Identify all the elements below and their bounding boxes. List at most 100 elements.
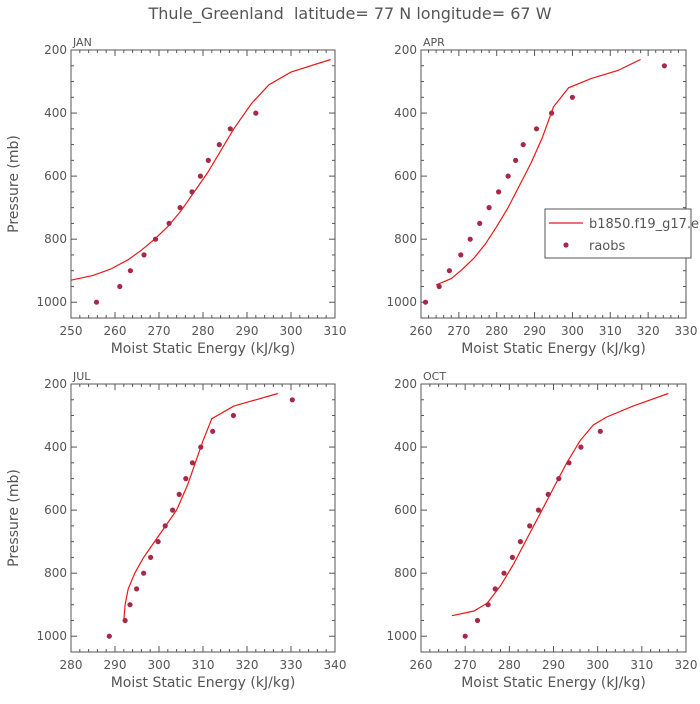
x-axis-title: Moist Static Energy (kJ/kg) bbox=[461, 675, 646, 691]
obs-point bbox=[127, 602, 133, 608]
obs-point bbox=[422, 299, 429, 305]
obs-point bbox=[501, 570, 507, 576]
y-tick-label: 200 bbox=[394, 377, 417, 391]
y-tick-label: 200 bbox=[394, 43, 417, 57]
x-tick-label: 310 bbox=[630, 658, 653, 672]
y-axis-title: Pressure (mb) bbox=[6, 135, 22, 233]
obs-point bbox=[289, 397, 295, 403]
y-tick-label: 1000 bbox=[36, 629, 67, 643]
x-tick-label: 270 bbox=[454, 658, 477, 672]
model-line bbox=[435, 58, 641, 286]
obs-point bbox=[661, 63, 668, 69]
obs-point bbox=[505, 173, 511, 179]
obs-point bbox=[533, 126, 540, 132]
y-tick-label: 1000 bbox=[386, 295, 417, 309]
obs-point bbox=[216, 142, 222, 148]
obs-point bbox=[122, 617, 128, 624]
x-tick-label: 300 bbox=[561, 324, 584, 338]
x-tick-label: 280 bbox=[485, 324, 508, 338]
obs-point bbox=[189, 189, 195, 195]
obs-point bbox=[177, 205, 183, 211]
y-tick-label: 800 bbox=[44, 566, 67, 580]
x-tick-label: 320 bbox=[675, 658, 698, 672]
obs-point bbox=[197, 173, 203, 179]
obs-point bbox=[467, 236, 473, 242]
panel-label: APR bbox=[423, 36, 445, 49]
obs-point bbox=[513, 157, 519, 163]
obs-point bbox=[569, 94, 576, 100]
x-tick-label: 320 bbox=[637, 324, 660, 338]
x-tick-label: 290 bbox=[236, 324, 259, 338]
obs-point bbox=[486, 205, 492, 211]
x-tick-label: 290 bbox=[523, 324, 546, 338]
obs-point bbox=[477, 220, 483, 226]
x-tick-label: 290 bbox=[104, 658, 127, 672]
panel-label: OCT bbox=[423, 370, 446, 383]
x-axis-title: Moist Static Energy (kJ/kg) bbox=[111, 675, 296, 691]
figure-title: Thule_Greenland latitude= 77 N longitude… bbox=[147, 4, 551, 24]
obs-point bbox=[492, 586, 498, 592]
x-axis-title: Moist Static Energy (kJ/kg) bbox=[111, 341, 296, 357]
obs-point bbox=[566, 460, 572, 466]
obs-point bbox=[474, 617, 481, 624]
obs-point bbox=[227, 126, 233, 132]
obs-point bbox=[509, 554, 515, 561]
panel-jan: JAN 250 260 270 280 290 300 310 200 400 600 800 1000… bbox=[6, 36, 346, 357]
model-line bbox=[451, 392, 669, 617]
obs-point bbox=[152, 236, 159, 242]
obs-point bbox=[230, 412, 236, 419]
y-tick-label: 400 bbox=[44, 440, 67, 454]
x-tick-label: 280 bbox=[192, 324, 215, 338]
plot-frame bbox=[70, 383, 336, 653]
obs-point bbox=[485, 602, 491, 608]
obs-point bbox=[549, 110, 555, 116]
x-tick-label: 300 bbox=[280, 324, 303, 338]
y-tick-label: 600 bbox=[44, 169, 67, 183]
obs-point bbox=[520, 142, 526, 148]
legend-obs-label: raobs bbox=[589, 239, 626, 254]
x-tick-label: 260 bbox=[410, 324, 433, 338]
model-line bbox=[71, 58, 331, 281]
obs-point bbox=[535, 507, 542, 513]
x-tick-label: 330 bbox=[675, 324, 698, 338]
obs-point bbox=[556, 476, 562, 482]
y-tick-label: 400 bbox=[394, 440, 417, 454]
x-tick-label: 280 bbox=[60, 658, 83, 672]
panel-oct: OCT 260 270 280 290 300 310 320 200 400 600 800 1000… bbox=[386, 370, 697, 691]
obs-point bbox=[117, 283, 123, 290]
y-tick-label: 1000 bbox=[36, 295, 67, 309]
y-tick-label: 200 bbox=[44, 43, 67, 57]
obs-point bbox=[578, 444, 584, 450]
x-tick-label: 310 bbox=[192, 658, 215, 672]
obs-point bbox=[134, 586, 140, 592]
panel-apr: APR 260 270 280 290 300 310 320 330 200 400 600 800 1… bbox=[386, 36, 699, 357]
obs-point bbox=[462, 633, 468, 639]
obs-point bbox=[458, 252, 464, 258]
plot-frame bbox=[70, 49, 336, 319]
plot-frame bbox=[420, 383, 687, 653]
x-tick-label: 280 bbox=[498, 658, 521, 672]
obs-point bbox=[446, 268, 452, 274]
obs-point bbox=[436, 283, 442, 290]
x-tick-label: 290 bbox=[542, 658, 565, 672]
obs-point bbox=[141, 570, 147, 576]
y-tick-label: 600 bbox=[394, 169, 417, 183]
x-tick-label: 300 bbox=[586, 658, 609, 672]
obs-point bbox=[155, 539, 161, 545]
x-tick-label: 310 bbox=[599, 324, 622, 338]
obs-point bbox=[496, 189, 502, 195]
y-tick-label: 800 bbox=[44, 232, 67, 246]
x-axis-title: Moist Static Energy (kJ/kg) bbox=[461, 341, 646, 357]
obs-point bbox=[93, 299, 100, 305]
y-axis-title: Pressure (mb) bbox=[6, 469, 22, 567]
x-tick-label: 320 bbox=[236, 658, 259, 672]
y-tick-label: 800 bbox=[394, 232, 417, 246]
y-tick-label: 600 bbox=[44, 503, 67, 517]
obs-point bbox=[597, 428, 603, 434]
obs-point bbox=[527, 523, 533, 529]
obs-point bbox=[141, 252, 147, 258]
obs-point bbox=[166, 220, 172, 226]
x-tick-label: 260 bbox=[410, 658, 433, 672]
